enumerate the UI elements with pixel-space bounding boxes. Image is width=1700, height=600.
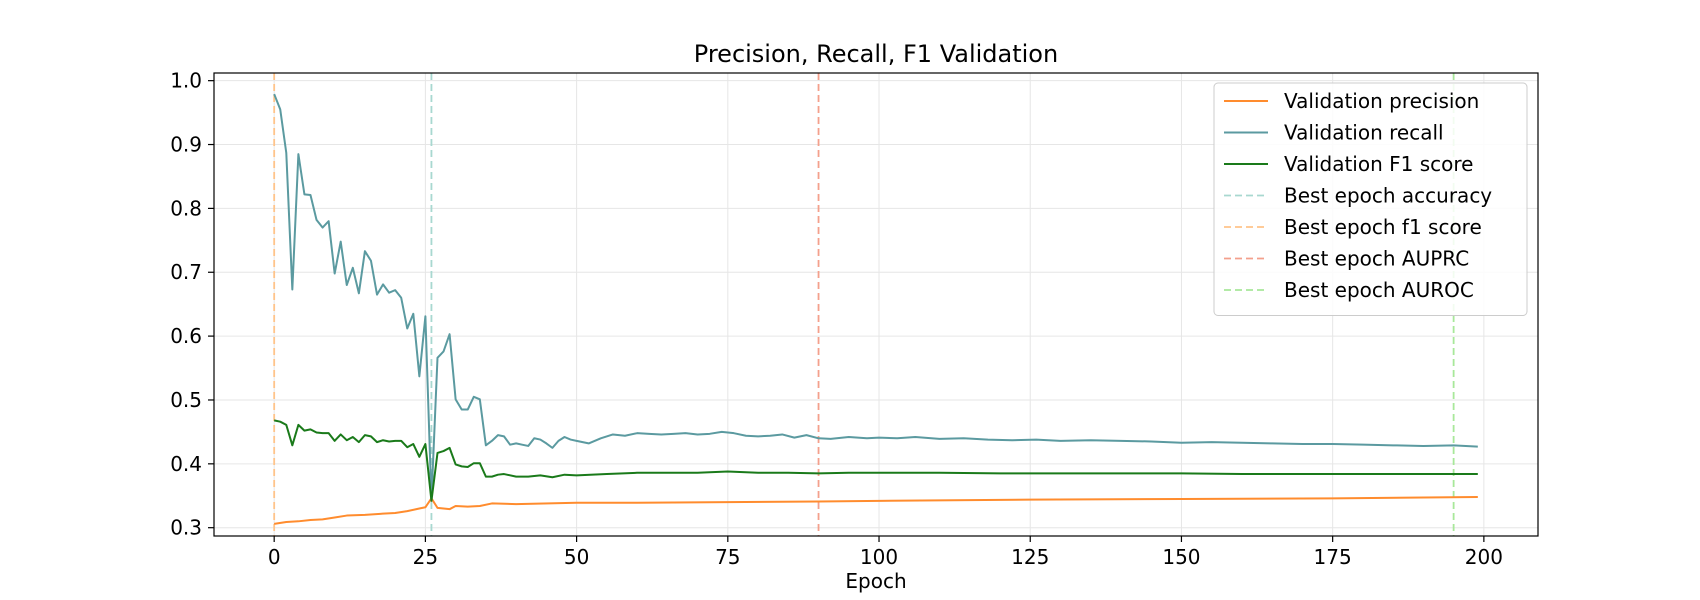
x-tick-label: 50 bbox=[564, 545, 589, 569]
series-validation-recall bbox=[273, 93, 1478, 502]
legend-label: Best epoch accuracy bbox=[1284, 184, 1492, 208]
legend-items: Validation precision Validation recall Val… bbox=[1224, 89, 1492, 302]
legend-label: Best epoch AUROC bbox=[1284, 278, 1474, 302]
y-tick-label: 0.3 bbox=[170, 516, 202, 540]
legend-label: Best epoch f1 score bbox=[1284, 215, 1482, 239]
y-tick-label: 1.0 bbox=[170, 69, 202, 93]
x-tick-label: 25 bbox=[413, 545, 438, 569]
y-tick-label: 0.8 bbox=[170, 196, 202, 220]
x-axis-ticks: 0 25 50 75 100 125 150 175 200 bbox=[268, 536, 1503, 569]
x-tick-label: 100 bbox=[860, 545, 898, 569]
y-tick-label: 0.6 bbox=[170, 324, 202, 348]
legend-box bbox=[1213, 82, 1528, 316]
chart-title: Precision, Recall, F1 Validation bbox=[694, 40, 1058, 68]
x-tick-label: 0 bbox=[268, 545, 281, 569]
x-tick-label: 75 bbox=[715, 545, 740, 569]
x-tick-label: 125 bbox=[1011, 545, 1049, 569]
legend-item: Validation recall bbox=[1224, 121, 1444, 145]
legend-item: Best epoch AUPRC bbox=[1224, 247, 1469, 271]
legend-item: Best epoch f1 score bbox=[1224, 215, 1482, 239]
y-tick-label: 0.4 bbox=[170, 452, 202, 476]
series-validation-precision bbox=[274, 496, 1478, 525]
series-validation-f1-score bbox=[273, 419, 1478, 502]
legend-label: Validation precision bbox=[1284, 89, 1479, 113]
y-tick-label: 0.5 bbox=[170, 388, 202, 412]
legend-item: Best epoch AUROC bbox=[1224, 278, 1474, 302]
x-tick-label: 150 bbox=[1162, 545, 1200, 569]
x-axis-title: Epoch bbox=[845, 569, 906, 593]
y-axis-ticks: 0.3 0.4 0.5 0.6 0.7 0.8 0.9 1.0 bbox=[170, 69, 214, 540]
legend-label: Validation recall bbox=[1284, 121, 1444, 145]
x-tick-label: 175 bbox=[1314, 545, 1352, 569]
legend-item: Best epoch accuracy bbox=[1224, 184, 1492, 208]
legend-label: Best epoch AUPRC bbox=[1284, 247, 1469, 271]
legend-item: Validation F1 score bbox=[1224, 152, 1473, 176]
series-lines bbox=[273, 93, 1478, 525]
legend-item: Validation precision bbox=[1224, 89, 1479, 113]
legend-label: Validation F1 score bbox=[1284, 152, 1473, 176]
y-tick-label: 0.7 bbox=[170, 260, 202, 284]
legend: Validation precision Validation recall Val… bbox=[1213, 82, 1528, 316]
x-tick-label: 200 bbox=[1465, 545, 1503, 569]
y-tick-label: 0.9 bbox=[170, 133, 202, 157]
plot-area-frame bbox=[213, 72, 1539, 537]
